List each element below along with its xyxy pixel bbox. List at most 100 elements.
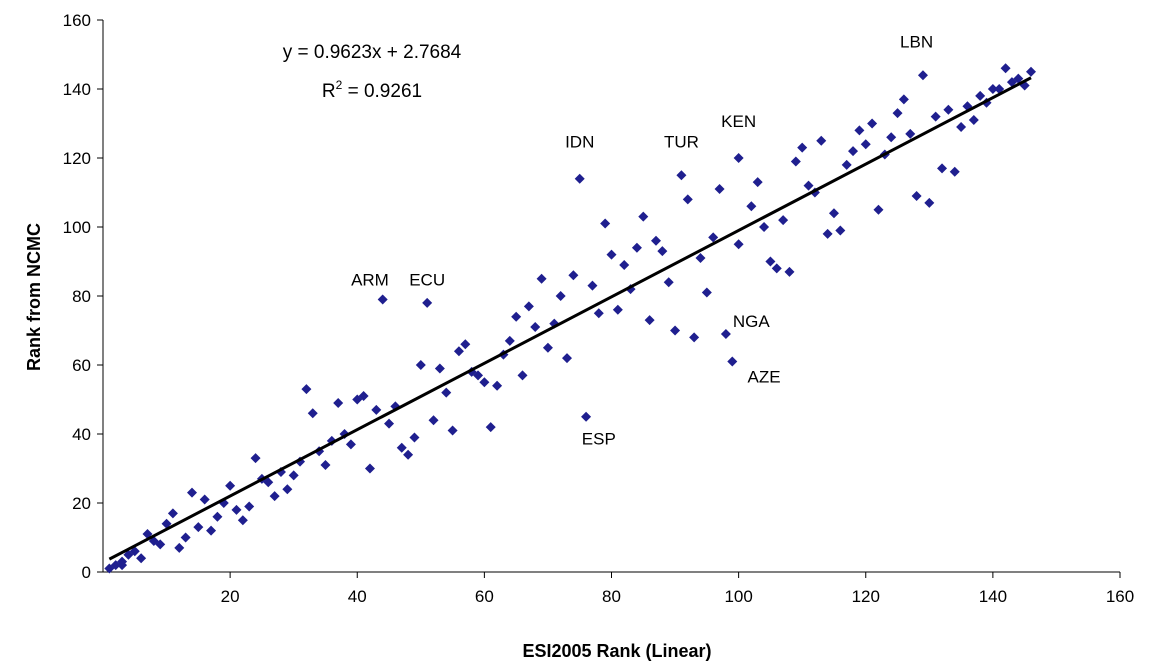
data-point [269, 491, 280, 502]
data-point [479, 377, 490, 388]
data-point [733, 153, 744, 163]
r-squared-superscript: 2 [336, 78, 343, 92]
data-point [1013, 73, 1024, 84]
y-tick-label: 20 [72, 494, 91, 513]
data-point [606, 249, 617, 260]
data-point [714, 184, 725, 195]
y-tick-label: 0 [82, 563, 91, 582]
data-point [568, 270, 579, 281]
data-point [631, 242, 642, 253]
data-point [517, 370, 528, 381]
data-point [250, 453, 261, 464]
data-point [384, 418, 395, 429]
data-point [485, 422, 496, 433]
data-point [771, 263, 782, 274]
data-point [905, 128, 916, 139]
x-tick-label: 100 [724, 587, 752, 606]
data-point [600, 218, 611, 229]
data-point [644, 315, 655, 326]
data-point [733, 239, 744, 250]
data-point [136, 553, 147, 564]
data-point [924, 197, 935, 208]
data-point [873, 204, 884, 215]
data-point [212, 511, 223, 522]
data-point [409, 432, 420, 443]
country-label-lbn: LBN [900, 33, 933, 52]
data-point [345, 439, 356, 450]
y-tick-label: 60 [72, 356, 91, 375]
x-axis-title: ESI2005 Rank (Linear) [522, 641, 711, 661]
data-point [364, 463, 375, 474]
data-point [695, 253, 706, 264]
data-point [288, 470, 299, 481]
data-point [415, 360, 426, 370]
data-point [428, 415, 439, 426]
data-point [237, 515, 248, 526]
data-point [460, 339, 471, 350]
data-point [746, 201, 757, 212]
data-point [867, 118, 878, 129]
y-tick-label: 120 [63, 149, 91, 168]
data-point [530, 322, 541, 333]
data-point [752, 177, 763, 188]
data-point [186, 487, 197, 498]
data-point [612, 304, 623, 315]
data-point [441, 387, 452, 398]
data-point [930, 111, 941, 122]
data-point [898, 94, 909, 105]
x-tick-label: 60 [475, 587, 494, 606]
data-point [422, 297, 433, 308]
data-point [778, 215, 789, 226]
data-point [860, 139, 871, 150]
data-point [206, 525, 217, 536]
data-point [193, 522, 204, 533]
data-point [848, 146, 859, 157]
data-points [104, 63, 1037, 574]
data-point [790, 156, 801, 167]
data-point [657, 246, 668, 257]
r-squared-value: = 0.9261 [342, 81, 422, 102]
y-tick-label: 140 [63, 80, 91, 99]
data-point [797, 142, 808, 153]
data-point [263, 477, 274, 488]
y-tick-label: 100 [63, 218, 91, 237]
data-point [180, 532, 191, 543]
data-point [676, 170, 687, 181]
y-tick-label: 80 [72, 287, 91, 306]
data-point [663, 277, 674, 288]
country-label-ken: KEN [721, 112, 756, 131]
data-point [956, 121, 967, 132]
data-point [358, 391, 369, 402]
data-point [593, 308, 604, 319]
country-label-aze: AZE [748, 367, 781, 386]
trendline-group [108, 76, 1032, 561]
data-point [638, 211, 649, 222]
data-point [949, 166, 960, 177]
data-point [975, 90, 986, 101]
data-point [987, 84, 998, 94]
data-point [244, 501, 255, 512]
data-point [759, 222, 770, 232]
data-point [828, 208, 839, 219]
country-label-arm: ARM [351, 271, 389, 290]
data-point [892, 108, 903, 119]
data-point [333, 397, 344, 408]
data-point [492, 380, 503, 391]
data-point [377, 294, 388, 305]
data-point [917, 70, 928, 81]
data-point [720, 328, 731, 339]
data-point [1026, 66, 1037, 77]
y-tick-label: 160 [63, 11, 91, 30]
data-point [523, 301, 534, 312]
tick-labels: 0 20 40 60 80 100 120 140 160 20 40 60 80 100 120 140 16… [63, 11, 1135, 606]
data-point [536, 273, 547, 284]
data-point [225, 480, 236, 491]
data-point [511, 311, 522, 322]
data-point [161, 518, 172, 529]
data-point [937, 163, 948, 174]
trendline [108, 76, 1032, 561]
annotations: LBN IDN TUR KEN ARM ECU NGA AZE ESP [351, 33, 933, 449]
data-point [231, 504, 242, 515]
x-tick-label: 40 [348, 587, 367, 606]
